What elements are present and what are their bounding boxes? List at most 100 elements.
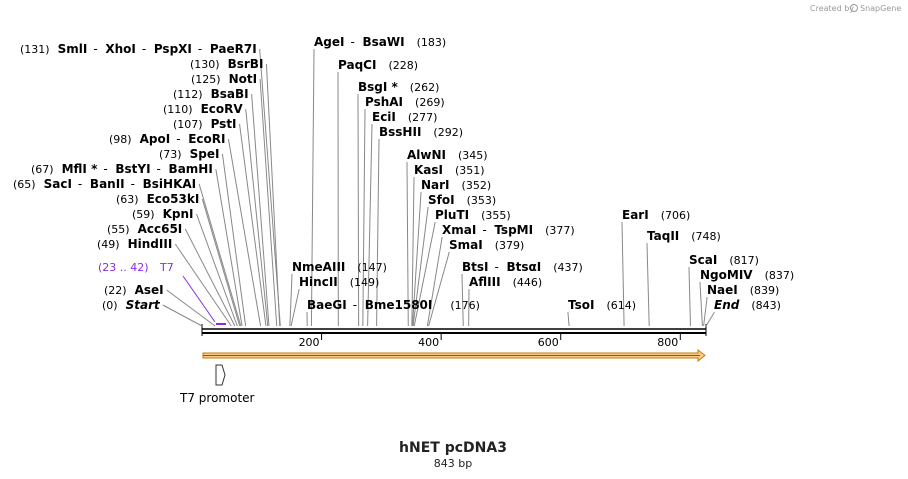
site-hincii[interactable]: HincII (149) — [299, 275, 379, 289]
site-ngomiv[interactable]: NgoMIV (837) — [700, 268, 794, 282]
site-leader-line — [184, 228, 236, 327]
site-apoi[interactable]: (98) ApoI - EcoRI — [109, 132, 225, 146]
site-mfli[interactable]: (67) MflI * - BstYI - BamHI — [31, 162, 213, 176]
site-leader-line — [166, 289, 216, 327]
site-nari[interactable]: NarI (352) — [421, 178, 491, 192]
site-end[interactable]: End (843) — [714, 298, 781, 312]
site-enzyme-name: ApoI — [140, 132, 171, 146]
site-bsrbi[interactable]: (130) BsrBI — [190, 57, 263, 71]
site-enzyme-name: PshAI — [365, 95, 403, 109]
t7-promoter-icon[interactable] — [215, 364, 226, 386]
site-agei[interactable]: AgeI - BsaWI (183) — [314, 35, 446, 49]
site-xmai[interactable]: XmaI - TspMI (377) — [442, 223, 575, 237]
site-leader-line — [221, 153, 247, 327]
site-enzyme-name: NmeAIII — [292, 260, 345, 274]
site-position: (125) — [191, 73, 221, 86]
site-enzyme-name: BsaBI — [211, 87, 249, 101]
site-enzyme-name: EciI — [372, 110, 396, 124]
site-position: (446) — [513, 276, 543, 289]
site-tsoi[interactable]: TsoI (614) — [568, 298, 636, 312]
primer-name: T7 — [159, 261, 174, 274]
site-smai-group[interactable]: (131) SmlI - XhoI - PspXI - PaeR7I — [20, 42, 257, 56]
site-leader-line — [198, 183, 242, 327]
site-enzyme-name: EcoRV — [201, 102, 244, 116]
site-baegi[interactable]: BaeGI - Bme1580I (176) — [307, 298, 480, 312]
site-enzyme-name: SpeI — [190, 147, 220, 161]
site-btsi[interactable]: BtsI - BtsαI (437) — [462, 260, 583, 274]
site-position: (63) — [116, 193, 139, 206]
site-enzyme-name: NarI — [421, 178, 450, 192]
site-position: (49) — [97, 238, 120, 251]
site-position: (131) — [20, 43, 50, 56]
site-leader-line — [703, 297, 708, 327]
site-psti[interactable]: (107) PstI — [173, 117, 237, 131]
map-length: 843 bp — [434, 457, 472, 470]
site-enzyme-name: BssHII — [379, 125, 421, 139]
site-position: (73) — [159, 148, 182, 161]
site-name-separator: - — [353, 298, 357, 312]
site-eari[interactable]: EarI (706) — [622, 208, 690, 222]
site-noti[interactable]: (125) NotI — [191, 72, 257, 86]
site-ecii[interactable]: EciI (277) — [372, 110, 437, 124]
site-kasi[interactable]: KasI (351) — [414, 163, 485, 177]
site-enzyme-name: BtsI — [462, 260, 489, 274]
site-enzyme-name: PspXI — [154, 42, 192, 56]
site-leader-line — [428, 252, 450, 327]
site-name-separator: - — [103, 162, 107, 176]
site-smai[interactable]: SmaI (379) — [449, 238, 524, 252]
site-bsgi[interactable]: BsgI * (262) — [358, 80, 439, 94]
axis-tick-label: 800 — [657, 336, 678, 349]
site-pluti[interactable]: PluTI (355) — [435, 208, 511, 222]
site-pshai[interactable]: PshAI (269) — [365, 95, 445, 109]
site-bsabi[interactable]: (112) BsaBI — [173, 87, 249, 101]
site-name-separator: - — [482, 223, 486, 237]
site-enzyme-name: HindIII — [128, 237, 173, 251]
site-position: (107) — [173, 118, 203, 131]
site-naei[interactable]: NaeI (839) — [707, 283, 779, 297]
site-leader-line — [567, 312, 570, 327]
site-kpni[interactable]: (59) KpnI — [132, 207, 194, 221]
site-position: (55) — [107, 223, 130, 236]
site-eco53ki[interactable]: (63) Eco53kI — [116, 192, 199, 206]
site-afliii[interactable]: AflIII (446) — [469, 275, 542, 289]
map-title: hNET pcDNA3 — [399, 440, 507, 456]
site-position: (262) — [410, 81, 440, 94]
site-enzyme-name: AlwNI — [407, 148, 446, 162]
site-enzyme-name: PaeR7I — [210, 42, 257, 56]
site-enzyme-name: BaeGI — [307, 298, 347, 312]
site-leader-line — [705, 312, 715, 327]
site-nmeaiii[interactable]: NmeAIII (147) — [292, 260, 387, 274]
site-enzyme-name: BanII — [90, 177, 125, 191]
site-enzyme-name: HincII — [299, 275, 338, 289]
site-bsshii[interactable]: BssHII (292) — [379, 125, 463, 139]
site-sfoi[interactable]: SfoI (353) — [428, 193, 496, 207]
site-position: (59) — [132, 208, 155, 221]
site-acc65i[interactable]: (55) Acc65I — [107, 222, 182, 236]
site-start[interactable]: (0) Start — [102, 298, 161, 312]
site-name-separator: - — [157, 162, 161, 176]
site-name-separator: - — [495, 260, 499, 274]
site-position: (183) — [417, 36, 447, 49]
site-name-separator: - — [78, 177, 82, 191]
site-enzyme-name: SacI — [44, 177, 72, 191]
feature-arrow[interactable] — [202, 348, 706, 363]
site-taqii[interactable]: TaqII (748) — [647, 229, 721, 243]
site-paqci[interactable]: PaqCI (228) — [338, 58, 418, 72]
site-position: (112) — [173, 88, 203, 101]
site-spei[interactable]: (73) SpeI — [159, 147, 219, 161]
site-leader-line — [367, 124, 373, 327]
site-saci[interactable]: (65) SacI - BanII - BsiHKAI — [13, 177, 196, 191]
site-scai[interactable]: ScaI (817) — [689, 253, 759, 267]
site-asei[interactable]: (22) AseI — [104, 283, 164, 297]
site-position: (839) — [750, 284, 780, 297]
site-enzyme-name: NaeI — [707, 283, 738, 297]
site-position: (98) — [109, 133, 132, 146]
site-ecorv[interactable]: (110) EcoRV — [163, 102, 243, 116]
site-alwni[interactable]: AlwNI (345) — [407, 148, 488, 162]
site-hindiii[interactable]: (49) HindIII — [97, 237, 172, 251]
site-position: (351) — [455, 164, 485, 177]
site-name-separator: - — [176, 132, 180, 146]
site-leader-line — [239, 123, 267, 327]
site-leader-line — [426, 237, 443, 327]
